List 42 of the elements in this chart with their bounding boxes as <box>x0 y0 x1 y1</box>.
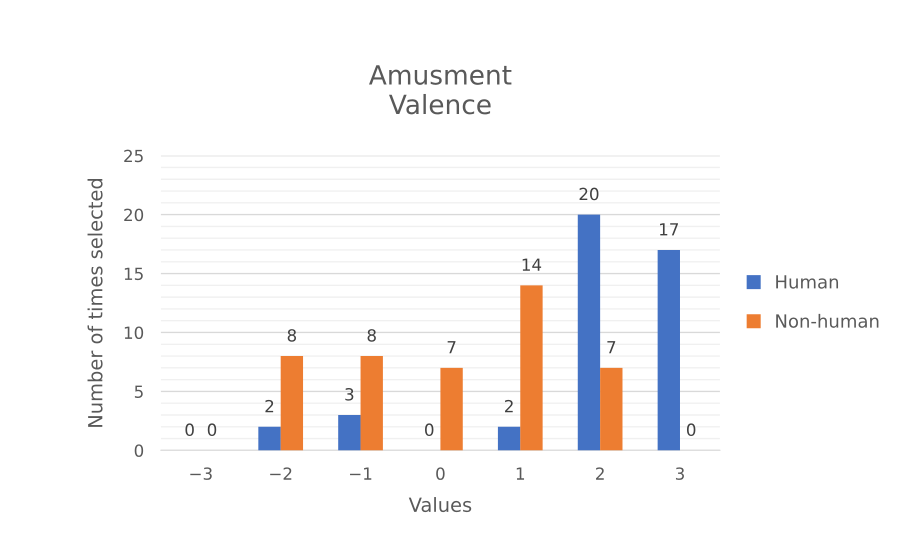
y-tick-label: 10 <box>124 326 144 340</box>
legend-label: Non-human <box>776 314 878 328</box>
data-label: 0 <box>686 423 696 436</box>
y-tick-label: 5 <box>134 386 143 398</box>
bar <box>280 356 304 450</box>
data-label: 7 <box>607 341 616 354</box>
x-axis-title: Values <box>408 497 472 512</box>
data-label: 0 <box>208 423 216 436</box>
data-label: 20 <box>580 188 598 200</box>
y-axis-title: Number of times selected <box>88 179 103 427</box>
data-label: 0 <box>185 423 194 436</box>
bar <box>658 250 680 450</box>
data-label: 7 <box>448 341 456 354</box>
legend-label: Human <box>776 275 838 289</box>
x-tick-label: 3 <box>676 467 684 480</box>
data-label: 8 <box>368 329 376 342</box>
y-tick-label: 20 <box>124 208 144 222</box>
chart-title: Amusment Valence <box>369 65 512 114</box>
bar <box>360 356 383 450</box>
data-label: 0 <box>425 423 434 436</box>
y-tick-label: 25 <box>124 150 143 162</box>
y-tick-label: 0 <box>134 444 144 457</box>
data-label: 17 <box>660 223 678 236</box>
data-label: 2 <box>265 400 274 412</box>
bar <box>338 415 361 450</box>
data-label: 3 <box>345 388 354 401</box>
x-tick-label: 1 <box>516 468 524 480</box>
x-tick-label: −3 <box>190 467 212 480</box>
bar <box>258 426 281 450</box>
bar <box>440 368 463 450</box>
data-label: 2 <box>505 400 513 412</box>
x-tick-label: 2 <box>596 467 604 480</box>
data-label: 8 <box>288 329 296 342</box>
x-tick-label: 0 <box>436 467 445 480</box>
bar <box>498 426 520 450</box>
x-tick-label: −2 <box>270 467 292 480</box>
y-tick-label: 15 <box>124 268 143 280</box>
x-tick-label: −1 <box>350 468 372 480</box>
data-label: 14 <box>522 258 542 271</box>
bar <box>520 285 543 450</box>
bar <box>578 214 600 450</box>
bar <box>600 368 622 450</box>
